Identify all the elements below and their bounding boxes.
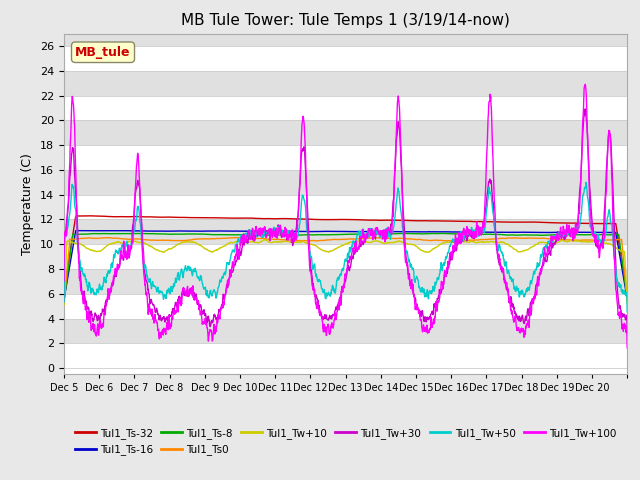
Tul1_Ts0 — [589, 238, 597, 243]
Tul1_Ts0 — [593, 238, 600, 243]
Tul1_Ts-8 — [203, 231, 211, 237]
Line: Tul1_Ts-8: Tul1_Ts-8 — [64, 233, 627, 301]
Tul1_Tw+50 — [243, 234, 250, 240]
Tul1_Tw+10 — [262, 237, 269, 242]
Tul1_Tw+50 — [265, 229, 273, 235]
Tul1_Tw+100 — [60, 278, 68, 284]
Tul1_Tw+30 — [623, 327, 631, 333]
Tul1_Tw+10 — [589, 239, 597, 244]
Tul1_Ts0 — [357, 236, 365, 241]
Bar — [64, 21, 627, 46]
Tul1_Tw+10 — [357, 239, 365, 245]
Tul1_Tw+50 — [60, 300, 68, 305]
Line: Tul1_Ts0: Tul1_Ts0 — [64, 238, 627, 304]
Tul1_Ts-32 — [357, 217, 365, 223]
Tul1_Ts-8 — [589, 232, 597, 238]
Tul1_Tw+50 — [593, 238, 600, 244]
Tul1_Tw+100 — [356, 238, 364, 244]
Tul1_Ts-32 — [203, 215, 211, 221]
Tul1_Ts0 — [236, 235, 244, 240]
Line: Tul1_Ts-16: Tul1_Ts-16 — [64, 230, 627, 300]
Tul1_Ts-32 — [60, 289, 68, 295]
Tul1_Ts-32 — [623, 291, 631, 297]
Tul1_Ts-16 — [76, 228, 84, 233]
Tul1_Tw+30 — [589, 229, 597, 235]
Text: MB_tule: MB_tule — [76, 46, 131, 59]
Tul1_Tw+10 — [265, 239, 273, 245]
Tul1_Tw+50 — [203, 293, 211, 299]
Tul1_Tw+30 — [265, 228, 273, 234]
Tul1_Ts-16 — [60, 297, 68, 302]
Tul1_Ts-8 — [623, 296, 631, 302]
Line: Tul1_Tw+100: Tul1_Tw+100 — [64, 84, 627, 348]
Tul1_Ts-8 — [400, 230, 408, 236]
Tul1_Ts-16 — [357, 229, 365, 235]
Tul1_Tw+100 — [581, 82, 589, 87]
Tul1_Ts-8 — [60, 299, 68, 304]
Tul1_Ts-32 — [243, 215, 251, 221]
Legend: Tul1_Ts-32, Tul1_Ts-16, Tul1_Ts-8, Tul1_Ts0, Tul1_Tw+10, Tul1_Tw+30, Tul1_Tw+50,: Tul1_Ts-32, Tul1_Ts-16, Tul1_Ts-8, Tul1_… — [71, 424, 620, 459]
Tul1_Tw+30 — [203, 320, 211, 326]
Tul1_Ts-8 — [356, 231, 364, 237]
Tul1_Tw+30 — [356, 242, 364, 248]
Title: MB Tule Tower: Tule Temps 1 (3/19/14-now): MB Tule Tower: Tule Temps 1 (3/19/14-now… — [181, 13, 510, 28]
Tul1_Ts-16 — [243, 228, 251, 234]
Tul1_Tw+100 — [243, 233, 250, 239]
Bar — [64, 120, 627, 145]
Bar — [64, 71, 627, 96]
Tul1_Tw+100 — [203, 321, 211, 327]
Tul1_Tw+100 — [589, 230, 597, 236]
Line: Tul1_Tw+50: Tul1_Tw+50 — [64, 182, 627, 312]
Tul1_Ts0 — [265, 236, 273, 242]
Tul1_Ts-32 — [589, 221, 597, 227]
Tul1_Tw+30 — [60, 299, 68, 305]
Tul1_Ts-16 — [623, 296, 631, 301]
Tul1_Tw+50 — [623, 309, 631, 315]
Line: Tul1_Tw+30: Tul1_Tw+30 — [64, 109, 627, 330]
Tul1_Tw+50 — [589, 233, 597, 239]
Bar — [64, 170, 627, 195]
Tul1_Ts-32 — [593, 221, 600, 227]
Tul1_Tw+10 — [593, 240, 600, 245]
Tul1_Tw+30 — [243, 237, 250, 242]
Tul1_Tw+10 — [203, 247, 211, 252]
Line: Tul1_Ts-32: Tul1_Ts-32 — [64, 216, 627, 294]
Tul1_Ts-16 — [589, 229, 597, 235]
Tul1_Ts-8 — [243, 232, 250, 238]
Tul1_Ts-32 — [86, 213, 93, 219]
Tul1_Ts-8 — [593, 232, 600, 238]
Tul1_Tw+50 — [356, 232, 364, 238]
Tul1_Tw+10 — [60, 302, 68, 308]
Tul1_Ts-16 — [203, 228, 211, 234]
Y-axis label: Temperature (C): Temperature (C) — [22, 153, 35, 255]
Tul1_Ts-8 — [265, 232, 273, 238]
Bar — [64, 269, 627, 294]
Line: Tul1_Tw+10: Tul1_Tw+10 — [64, 240, 627, 305]
Tul1_Ts-32 — [265, 216, 273, 222]
Tul1_Tw+10 — [623, 301, 631, 307]
Tul1_Ts-16 — [593, 229, 600, 235]
Tul1_Ts-16 — [265, 228, 273, 234]
Tul1_Tw+100 — [623, 345, 631, 351]
Tul1_Ts0 — [203, 236, 211, 242]
Tul1_Tw+30 — [593, 241, 600, 247]
Tul1_Ts0 — [60, 301, 68, 307]
Tul1_Tw+100 — [593, 242, 600, 248]
Tul1_Tw+100 — [265, 228, 273, 234]
Bar — [64, 319, 627, 343]
Tul1_Ts0 — [623, 298, 631, 303]
Bar — [64, 219, 627, 244]
Tul1_Tw+30 — [581, 106, 589, 112]
Tul1_Ts0 — [243, 235, 251, 241]
Tul1_Tw+50 — [582, 180, 590, 185]
Tul1_Tw+10 — [243, 240, 250, 245]
